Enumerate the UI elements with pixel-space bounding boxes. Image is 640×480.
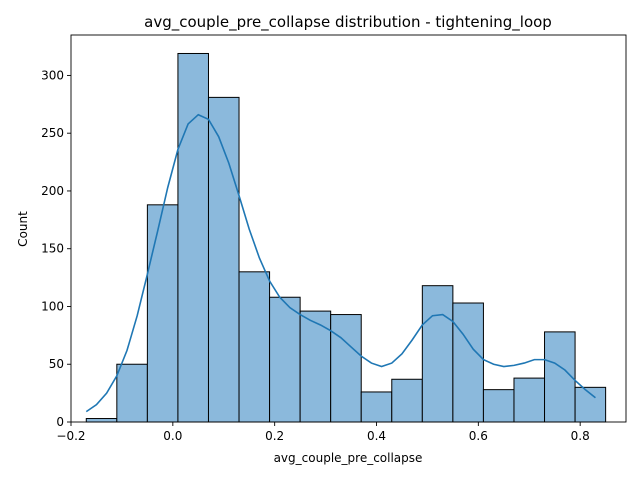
histogram-bar-2 [146, 204, 179, 423]
plot-area [70, 34, 627, 423]
x-axis-label: avg_couple_pre_collapse [274, 451, 423, 465]
x-tick-label: 0.8 [571, 429, 590, 443]
histogram-bars [85, 52, 607, 423]
histogram-bar-5 [238, 271, 271, 423]
kde-curve [85, 113, 596, 413]
y-tick-label: 300 [41, 68, 64, 82]
histogram-bar-12 [452, 302, 484, 423]
y-tick-label: 100 [41, 299, 64, 313]
y-axis: 0 50 100 150 200 250 300 [41, 68, 71, 429]
y-tick-label: 250 [41, 126, 64, 140]
y-axis-label: Count [16, 211, 30, 247]
histogram-bar-0 [85, 418, 118, 423]
histogram-bar-1 [116, 363, 148, 423]
histogram-bar-9 [360, 391, 393, 423]
chart-title: avg_couple_pre_collapse distribution - t… [144, 13, 552, 32]
plot-frame [70, 34, 627, 423]
histogram-bar-11 [421, 285, 454, 423]
x-tick-label: 0.0 [163, 429, 182, 443]
histogram-bar-14 [513, 377, 546, 423]
histogram-bar-13 [482, 389, 515, 423]
histogram-bar-8 [330, 314, 362, 423]
y-tick-label: 200 [41, 184, 64, 198]
y-tick-label: 50 [49, 357, 64, 371]
x-axis: −0.2 0.0 0.2 0.4 0.6 0.8 [56, 422, 590, 443]
x-tick-label: 0.6 [469, 429, 488, 443]
histogram-bar-15 [544, 331, 576, 423]
x-tick-label: 0.4 [367, 429, 386, 443]
y-tick-label: 150 [41, 242, 64, 256]
histogram-bar-10 [391, 378, 423, 423]
histogram-bar-4 [207, 96, 240, 423]
x-tick-label: −0.2 [56, 429, 85, 443]
histogram-bar-6 [269, 296, 301, 423]
histogram-bar-16 [574, 386, 607, 423]
histogram-bar-3 [177, 52, 209, 423]
x-tick-label: 0.2 [265, 429, 284, 443]
histogram-bar-7 [299, 310, 332, 423]
y-tick-label: 0 [56, 415, 64, 429]
